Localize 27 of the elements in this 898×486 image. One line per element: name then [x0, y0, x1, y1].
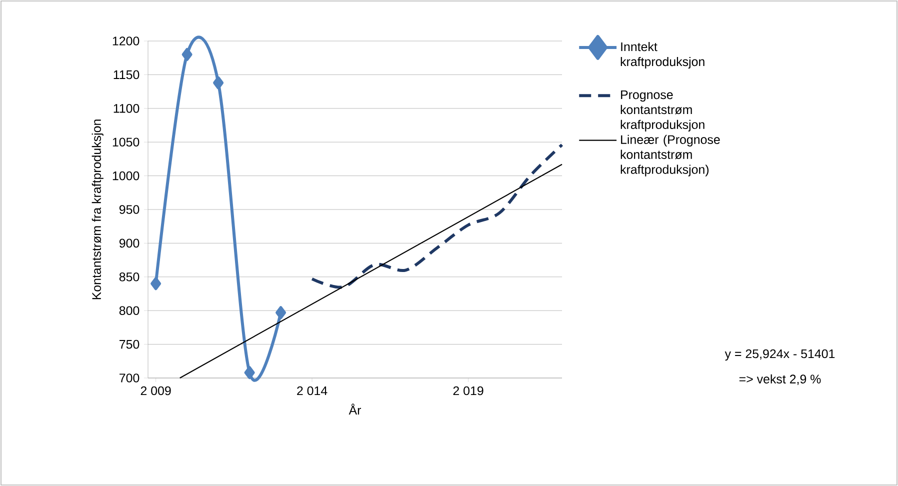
y-tick-label: 950	[119, 205, 140, 214]
legend-label: Lineær (Prognose kontantstrøm kraftproduksjon)	[620, 134, 720, 176]
y-axis-title: Kontantstrøm fra kraftproduksjon	[92, 120, 104, 300]
text: y = 25,924x - 51401	[724, 349, 835, 361]
x-axis-title: År	[348, 404, 362, 415]
x-tick-label: 2 009	[140, 386, 171, 396]
y-tick-label: 900	[119, 238, 140, 248]
legend-label: Inntekt kraftproduksjon	[620, 42, 704, 69]
y-tick-label: 700	[120, 374, 140, 382]
x-tick-label: 2 019	[453, 386, 484, 396]
y-tick-label: 750	[120, 340, 140, 349]
x-tick-label: 2 014	[297, 386, 328, 396]
point	[213, 76, 224, 90]
y-tick-label: 1150	[114, 70, 140, 80]
text: => vekst 2,9 %	[739, 374, 821, 385]
point	[150, 277, 162, 290]
point	[276, 306, 286, 320]
y-tick-label: 1100	[114, 104, 140, 113]
y-tick-label: 850	[119, 272, 140, 282]
legend-label: Prognose kontantstrøm kraftproduksjon	[620, 90, 704, 132]
line-series	[310, 143, 564, 289]
y-tick-label: 1000	[112, 171, 140, 180]
y-tick-label: 800	[119, 306, 140, 316]
y-tick-label: 1200	[112, 36, 140, 46]
y-tick-label: 1050	[112, 138, 140, 147]
point	[182, 48, 192, 61]
point	[244, 366, 255, 380]
